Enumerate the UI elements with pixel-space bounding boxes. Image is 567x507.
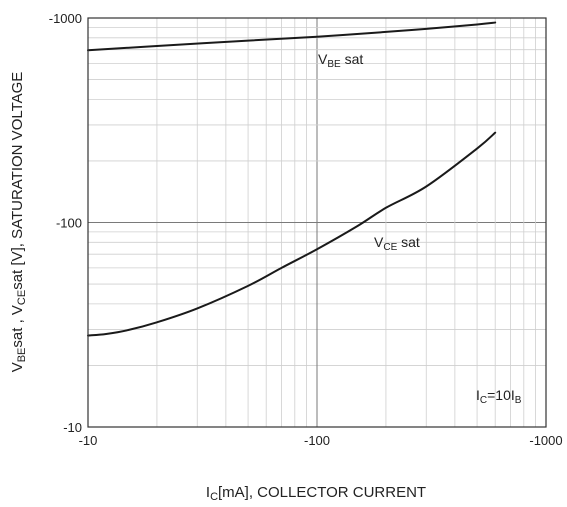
y-tick-label: -1000 [49, 11, 82, 26]
y-tick-label: -10 [63, 420, 82, 435]
series-label-vce: VCE sat [374, 234, 420, 253]
plot-frame [87, 17, 547, 428]
x-tick-label: -1000 [529, 433, 562, 448]
y-axis-title: VBEsat , VCEsat [V], SATURATION VOLTAGE [9, 72, 28, 373]
series-line-vbe-sat [87, 21, 497, 52]
x-tick-label: -10 [79, 433, 98, 448]
series-label-vbe: VBE sat [318, 51, 363, 70]
grid [87, 17, 547, 428]
tick-labels: -10 -100 -1000 -10 -100 -1000 [49, 11, 563, 448]
x-axis-title: IC[mA], COLLECTOR CURRENT [206, 484, 426, 503]
x-tick-label: -100 [304, 433, 330, 448]
series-group [87, 21, 497, 337]
y-tick-label: -100 [56, 216, 82, 231]
condition-label: IC=10IB [476, 387, 522, 406]
series-line-vce-sat [87, 131, 497, 337]
